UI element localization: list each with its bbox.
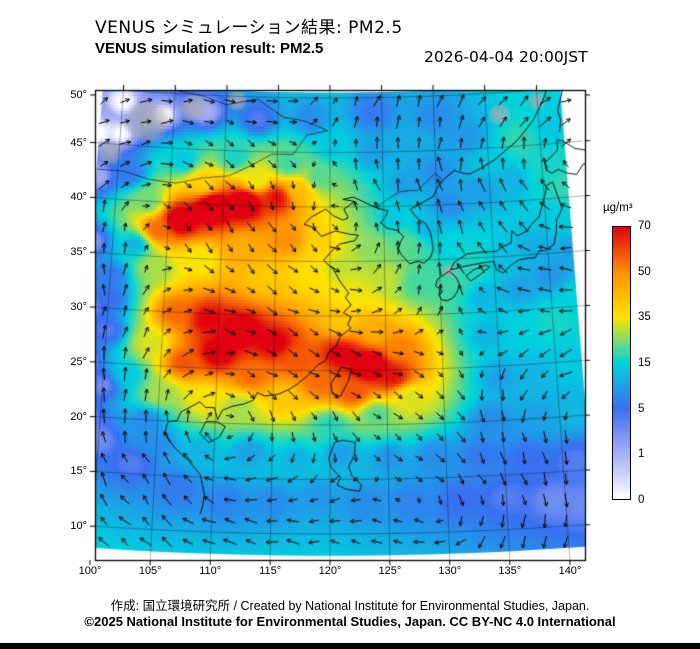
colorbar-tick-label: 1 — [638, 448, 645, 461]
bottom-bar — [0, 643, 700, 649]
x-tick-label: 100° — [78, 565, 102, 577]
y-tick-label: 50° — [70, 89, 87, 101]
colorbar-tick-label: 50 — [638, 265, 651, 278]
y-tick-label: 45° — [70, 136, 87, 149]
y-tick-label: 20° — [70, 410, 87, 423]
colorbar-tick-label: 35 — [638, 311, 651, 324]
pm25-map-canvas — [0, 0, 700, 590]
x-tick-label: 105° — [138, 565, 162, 577]
y-tick-label: 10° — [70, 520, 87, 533]
page-title-japanese: VENUS シミュレーション結果: PM2.5 — [95, 18, 403, 38]
colorbar-unit-label: µg/m³ — [603, 202, 633, 214]
x-tick-label: 125° — [378, 565, 402, 577]
x-tick-label: 110° — [199, 565, 222, 577]
y-tick-label: 40° — [70, 191, 87, 204]
colorbar-tick-label: 0 — [638, 494, 645, 506]
y-tick-label: 15° — [70, 465, 87, 478]
colorbar-tick-label: 5 — [638, 402, 645, 415]
x-tick-label: 115° — [259, 565, 282, 577]
y-tick-label: 30° — [70, 301, 87, 314]
x-tick-label: 130° — [438, 565, 462, 577]
x-tick-label: 120° — [318, 565, 342, 577]
y-tick-label: 35° — [70, 246, 87, 259]
copyright-line: ©2025 National Institute for Environment… — [84, 614, 616, 629]
simulation-timestamp: 2026-04-04 20:00JST — [424, 48, 588, 66]
colorbar-tick-label: 70 — [638, 220, 651, 232]
page-title-english: VENUS simulation result: PM2.5 — [95, 40, 324, 57]
credit-line: 作成: 国立環境研究所 / Created by National Instit… — [110, 599, 590, 613]
x-tick-label: 140° — [558, 565, 582, 577]
y-tick-label: 25° — [70, 355, 87, 368]
colorbar — [612, 226, 631, 500]
x-tick-label: 135° — [498, 565, 522, 577]
colorbar-tick-label: 15 — [638, 357, 651, 369]
